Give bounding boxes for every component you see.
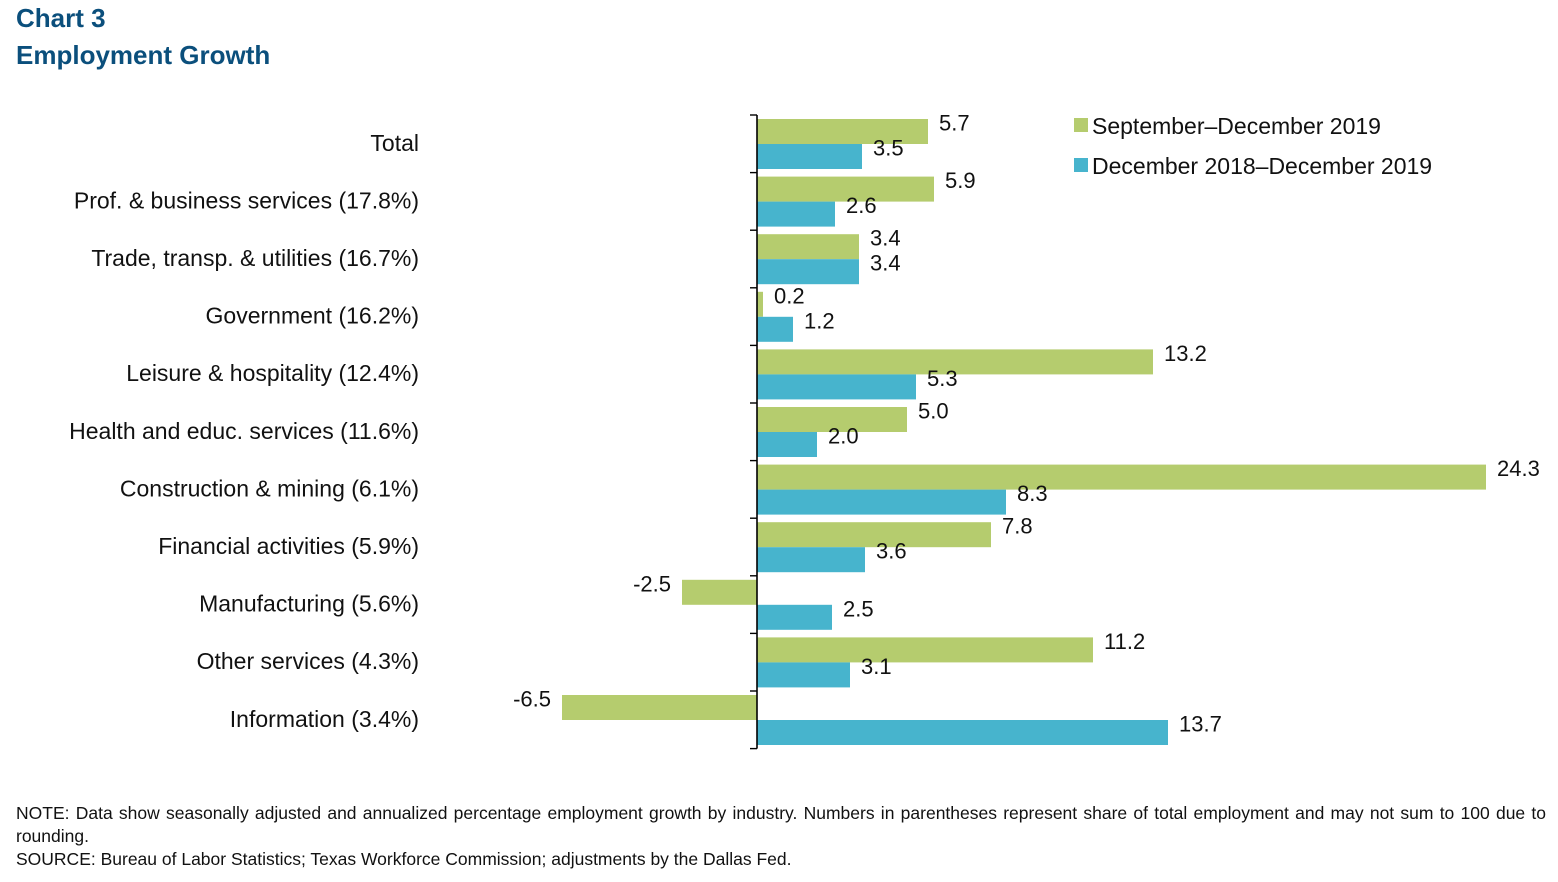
data-label: 3.1: [861, 654, 892, 679]
bar-dec-2018-dec-2019: [757, 547, 865, 573]
category-label: Health and educ. services (11.6%): [69, 418, 419, 444]
bar-sep-dec-2019: [757, 637, 1093, 663]
legend-swatch: [1074, 118, 1088, 132]
data-label: 5.3: [927, 366, 958, 391]
data-label: 24.3: [1497, 456, 1540, 481]
category-label: Financial activities (5.9%): [158, 533, 419, 559]
bar-dec-2018-dec-2019: [757, 259, 859, 285]
data-label: 13.7: [1179, 712, 1222, 737]
note-text: NOTE: Data show seasonally adjusted and …: [16, 803, 1546, 846]
data-label: 3.4: [870, 251, 901, 276]
legend-label: December 2018–December 2019: [1092, 153, 1432, 179]
category-label: Total: [370, 130, 419, 156]
data-label: 11.2: [1104, 629, 1145, 654]
data-label: 5.9: [945, 168, 976, 193]
data-label: 2.6: [846, 193, 877, 218]
chart-title: Employment Growth: [16, 40, 271, 70]
bar-dec-2018-dec-2019: [757, 489, 1006, 515]
bar-dec-2018-dec-2019: [757, 720, 1168, 745]
legend-label: September–December 2019: [1092, 113, 1381, 139]
bar-sep-dec-2019: [682, 579, 757, 605]
chart-footnotes: NOTE: Data show seasonally adjusted and …: [16, 802, 1546, 871]
data-label: 1.2: [804, 308, 835, 333]
bar-chart: Total 5.7 3.5 Prof. & business services (17…: [69, 111, 1540, 750]
data-label: 2.5: [843, 596, 874, 621]
source-text: SOURCE: Bureau of Labor Statistics; Texa…: [16, 849, 792, 869]
category-label: Manufacturing (5.6%): [199, 591, 419, 617]
legend: September–December 2019 December 2018–Dec…: [1074, 113, 1432, 179]
bar-sep-dec-2019: [757, 407, 907, 432]
bar-sep-dec-2019: [757, 349, 1153, 375]
bar-dec-2018-dec-2019: [757, 662, 850, 688]
bar-dec-2018-dec-2019: [757, 374, 916, 400]
bar-sep-dec-2019: [757, 234, 859, 260]
data-label: 5.7: [939, 111, 970, 136]
bar-dec-2018-dec-2019: [757, 201, 835, 227]
category-label: Prof. & business services (17.8%): [74, 187, 419, 213]
category-label: Construction & mining (6.1%): [120, 475, 419, 501]
bar-sep-dec-2019: [757, 464, 1486, 490]
bar-dec-2018-dec-2019: [757, 144, 862, 169]
bar-sep-dec-2019: [757, 522, 991, 548]
category-label: Leisure & hospitality (12.4%): [126, 360, 419, 386]
category-label: Information (3.4%): [230, 706, 419, 732]
data-label: -6.5: [513, 687, 551, 712]
data-label: 3.4: [870, 226, 901, 251]
bar-dec-2018-dec-2019: [757, 316, 793, 342]
category-label: Other services (4.3%): [197, 648, 419, 674]
category-label: Trade, transp. & utilities (16.7%): [91, 245, 419, 271]
data-label: 7.8: [1002, 514, 1033, 539]
data-label: 8.3: [1017, 481, 1048, 506]
data-label: 0.2: [774, 283, 805, 308]
bar-sep-dec-2019: [757, 119, 928, 144]
data-label: -2.5: [633, 571, 671, 596]
data-label: 13.2: [1164, 341, 1207, 366]
bar-sep-dec-2019: [757, 176, 934, 202]
legend-swatch: [1074, 158, 1088, 172]
data-label: 3.6: [876, 539, 907, 564]
bar-dec-2018-dec-2019: [757, 604, 832, 630]
data-label: 2.0: [828, 424, 859, 449]
data-label: 3.5: [873, 136, 904, 161]
category-label: Government (16.2%): [206, 303, 419, 329]
bar-sep-dec-2019: [757, 291, 763, 317]
data-label: 5.0: [918, 399, 949, 424]
bar-dec-2018-dec-2019: [757, 432, 817, 457]
chart-label: Chart 3: [16, 3, 106, 33]
bar-sep-dec-2019: [562, 695, 757, 720]
